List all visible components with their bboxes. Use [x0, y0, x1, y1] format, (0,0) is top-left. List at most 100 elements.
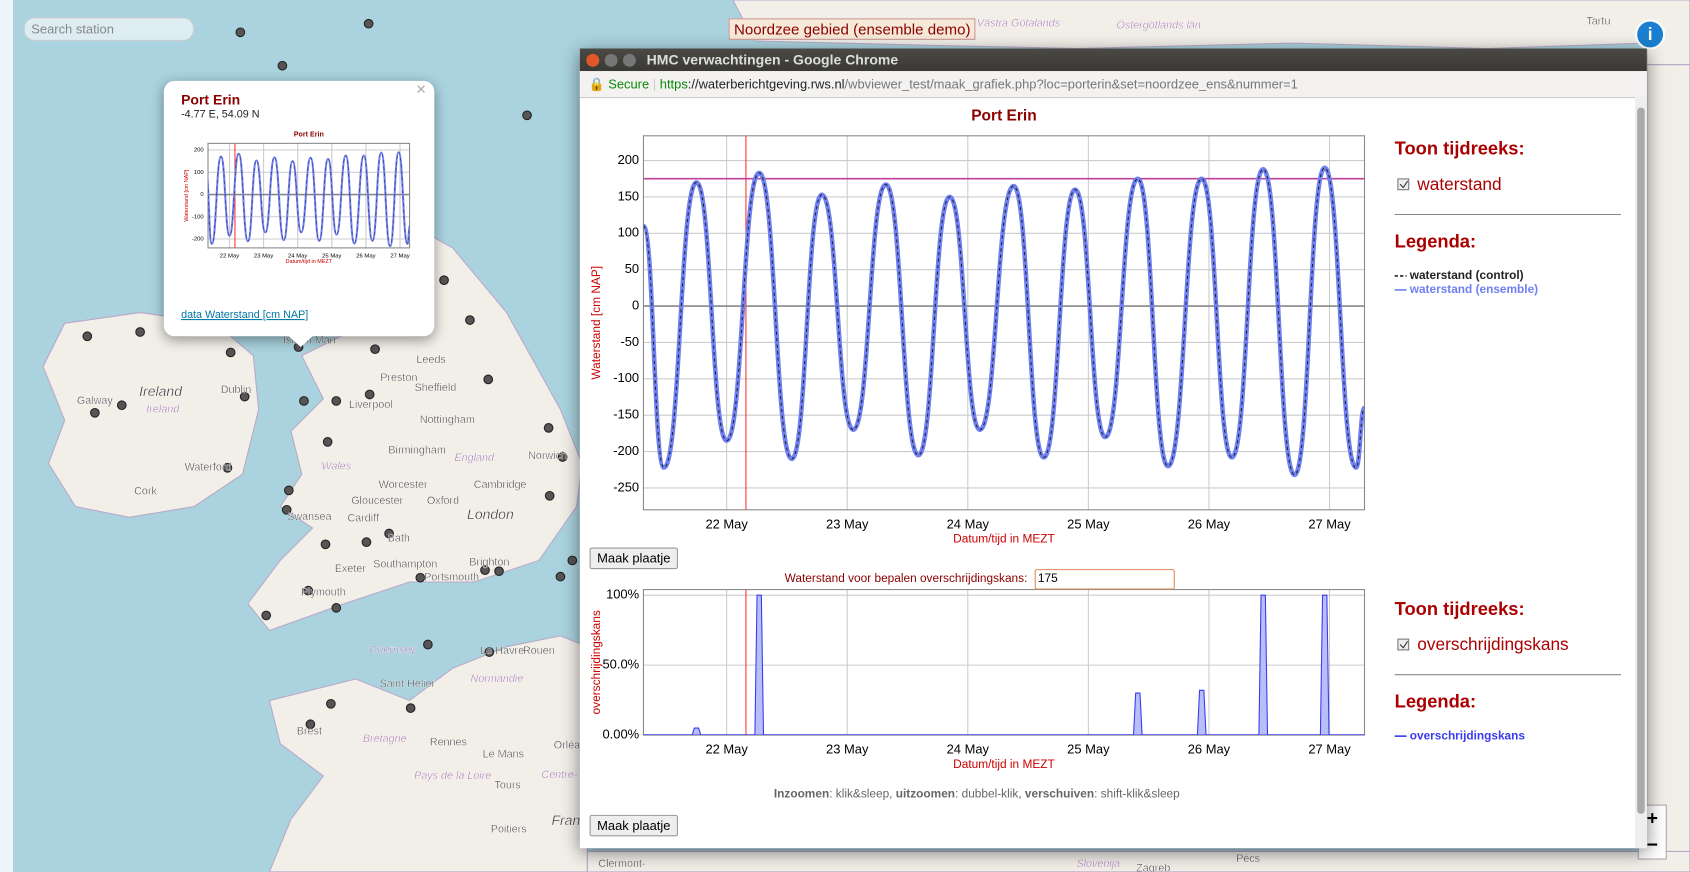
- x-tick-label: 22 May: [705, 742, 748, 757]
- place-label: Exeter: [335, 563, 367, 575]
- place-label: Bath: [388, 533, 410, 545]
- place-label: Centre-: [541, 769, 577, 781]
- station[interactable]: [466, 316, 475, 325]
- legend-label: overschrijdingskans: [1410, 728, 1526, 742]
- threshold-input[interactable]: 175: [1035, 569, 1175, 589]
- station[interactable]: [327, 699, 336, 708]
- station[interactable]: [117, 401, 126, 410]
- y-axis-label: Waterstand [cm NAP]: [589, 266, 603, 380]
- station[interactable]: [91, 408, 100, 417]
- help: uitzoomen: [896, 788, 955, 801]
- station[interactable]: [278, 61, 287, 70]
- help: verschuiven: [1025, 788, 1094, 801]
- station[interactable]: [406, 704, 415, 713]
- place-label: Gloucester: [351, 495, 403, 507]
- chart-title: Port Erin: [971, 107, 1037, 124]
- station[interactable]: [545, 491, 554, 500]
- place-label: Östergötlands län: [1116, 20, 1200, 32]
- secure: Secure: [608, 77, 649, 92]
- place-label: Nottingham: [420, 414, 475, 426]
- y-tick-label: 100: [194, 170, 205, 176]
- station[interactable]: [556, 572, 565, 581]
- help: : shift-klik&sleep: [1094, 788, 1180, 801]
- place-label: Cork: [134, 485, 157, 497]
- station[interactable]: [440, 276, 449, 285]
- popup-close[interactable]: ×: [416, 81, 426, 100]
- place-label: Galway: [77, 395, 114, 407]
- y-tick-label: 100%: [606, 587, 640, 602]
- station[interactable]: [321, 540, 330, 549]
- y-tick-label: 50: [625, 261, 639, 276]
- station[interactable]: [568, 556, 577, 565]
- station[interactable]: [364, 19, 373, 28]
- button[interactable]: Maak plaatje: [590, 815, 678, 837]
- threshold-label: Waterstand voor bepalen overschrijdingsk…: [785, 572, 1028, 585]
- station[interactable]: [362, 538, 371, 547]
- window-title: HMC verwachtingen - Google Chrome: [647, 52, 898, 68]
- zoom-in[interactable]: +: [1647, 807, 1658, 829]
- station[interactable]: [371, 345, 380, 354]
- station[interactable]: [424, 640, 433, 649]
- search-box[interactable]: Search station: [24, 17, 194, 41]
- station[interactable]: [226, 348, 235, 357]
- popup-tail: [288, 335, 314, 348]
- place-label: Wales: [321, 461, 351, 473]
- station[interactable]: [544, 424, 553, 433]
- station[interactable]: [285, 486, 294, 495]
- y-tick-label: 200: [618, 152, 640, 167]
- place-label: Swansea: [287, 511, 331, 523]
- x-tick-label: 26 May: [1188, 742, 1231, 757]
- place-label: Brighton: [469, 556, 509, 568]
- x-axis-label: Datum/tijd in MEZT: [953, 532, 1055, 546]
- station[interactable]: [136, 328, 145, 337]
- station[interactable]: [323, 438, 332, 447]
- station[interactable]: [300, 397, 309, 406]
- y-tick-label: -150: [613, 407, 639, 422]
- toggle-label[interactable]: overschrijdingskans: [1417, 634, 1568, 654]
- info-icon[interactable]: i: [1648, 24, 1653, 44]
- panel-heading: Toon tijdreeks:: [1395, 138, 1525, 159]
- station[interactable]: [332, 397, 341, 406]
- chart-title: Port Erin: [294, 130, 324, 138]
- place-label: Rennes: [430, 736, 467, 748]
- place-label: Waterford: [185, 462, 232, 474]
- help: : klik&sleep,: [829, 788, 896, 801]
- button[interactable]: Maak plaatje: [590, 548, 678, 570]
- page: IrelandIrelandDublinGalwayWaterfordCorkI…: [0, 0, 1690, 872]
- x-tick-label: 26 May: [1188, 516, 1231, 531]
- place-label: England: [454, 452, 495, 464]
- x-tick-label: 22 May: [220, 254, 239, 260]
- place-label: Dublin: [221, 384, 252, 396]
- panel-heading: Toon tijdreeks:: [1395, 598, 1525, 619]
- x-tick-label: 23 May: [254, 254, 273, 260]
- place-label: Rouen: [523, 645, 555, 657]
- popup-title: Port Erin: [181, 92, 240, 108]
- x-axis-label: Datum/tijd in MEZT: [286, 259, 333, 265]
- probability-spike: [1320, 595, 1329, 735]
- station[interactable]: [484, 375, 493, 384]
- station[interactable]: [365, 390, 374, 399]
- address-bar[interactable]: 🔒 Secure | https://waterberichtgeving.rw…: [580, 71, 1647, 98]
- place-label: Sheffield: [415, 382, 457, 394]
- probability-spike: [755, 595, 764, 735]
- series-line: [206, 152, 410, 246]
- y-tick-label: -100: [192, 214, 205, 220]
- scroll-thumb[interactable]: [1637, 108, 1645, 814]
- place-label: Ireland: [146, 403, 180, 415]
- x-tick-label: 27 May: [1308, 742, 1351, 757]
- url-scheme: https: [660, 77, 688, 92]
- window-buttons[interactable]: [584, 52, 638, 69]
- station[interactable]: [523, 111, 532, 120]
- zoom-out[interactable]: −: [1647, 834, 1658, 856]
- place-label: Guernsey: [369, 644, 416, 656]
- help: Inzoomen: [774, 788, 829, 801]
- y-tick-label: -100: [613, 370, 639, 385]
- station[interactable]: [262, 611, 271, 620]
- station[interactable]: [236, 28, 245, 37]
- banner: Noordzee gebied (ensemble demo): [729, 18, 976, 40]
- popup-link[interactable]: data Waterstand [cm NAP]: [181, 309, 308, 321]
- y-axis-label: Waterstand [cm NAP]: [184, 169, 190, 222]
- station[interactable]: [332, 604, 341, 613]
- toggle-label[interactable]: waterstand: [1416, 174, 1501, 194]
- station[interactable]: [83, 332, 92, 341]
